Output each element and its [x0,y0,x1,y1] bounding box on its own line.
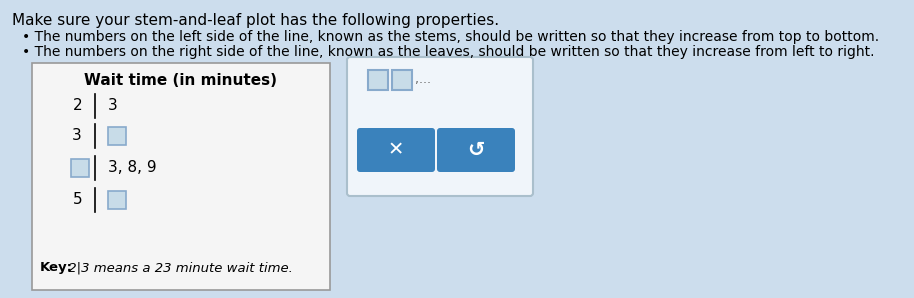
FancyBboxPatch shape [368,70,388,90]
FancyBboxPatch shape [357,128,435,172]
FancyBboxPatch shape [32,63,330,290]
Text: Key:: Key: [40,262,73,274]
Text: ✕: ✕ [388,140,404,159]
FancyBboxPatch shape [392,70,412,90]
Text: Make sure your stem-and-leaf plot has the following properties.: Make sure your stem-and-leaf plot has th… [12,13,499,28]
FancyBboxPatch shape [108,191,126,209]
Text: 3: 3 [72,128,82,144]
FancyBboxPatch shape [108,127,126,145]
Text: Wait time (in minutes): Wait time (in minutes) [84,73,278,88]
Text: 3: 3 [108,99,118,114]
FancyBboxPatch shape [71,159,89,177]
Text: 5: 5 [72,193,82,207]
Text: 2|3 means a 23 minute wait time.: 2|3 means a 23 minute wait time. [64,262,292,274]
Text: 3, 8, 9: 3, 8, 9 [108,161,156,176]
FancyBboxPatch shape [347,57,533,196]
Text: • The numbers on the right side of the line, known as the leaves, should be writ: • The numbers on the right side of the l… [22,45,875,59]
Text: ,...: ,... [415,74,431,86]
Text: • The numbers on the left side of the line, known as the stems, should be writte: • The numbers on the left side of the li… [22,30,879,44]
FancyBboxPatch shape [437,128,515,172]
Text: ↺: ↺ [467,140,484,160]
Text: 2: 2 [72,99,82,114]
